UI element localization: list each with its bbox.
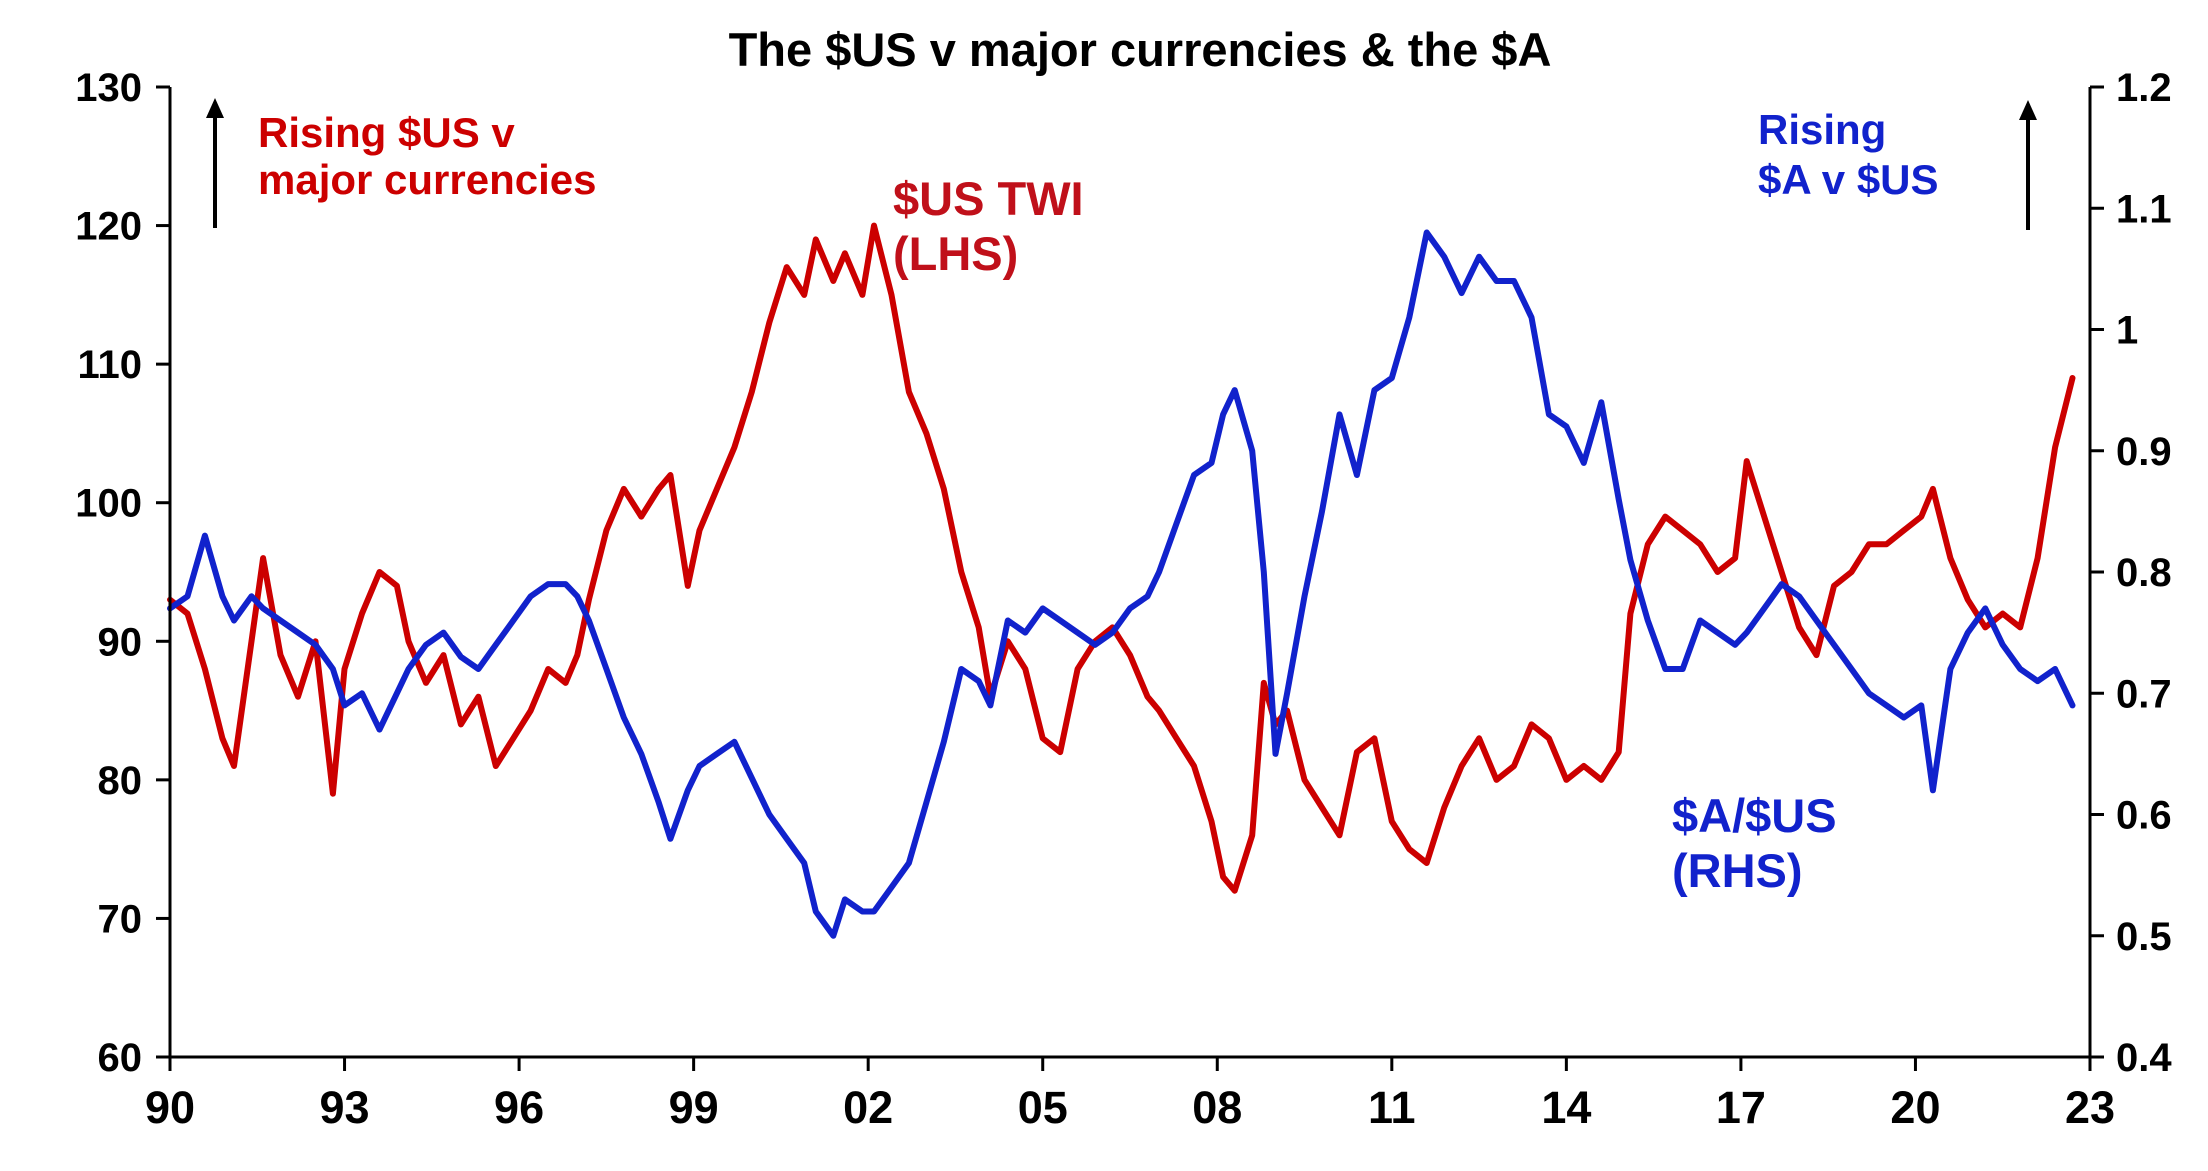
right-tick-label: 1.1 [2116, 187, 2172, 231]
left-tick-label: 90 [98, 620, 143, 664]
x-tick-label: 14 [1541, 1082, 1591, 1133]
left-rising-annotation: Rising $US v major currencies [206, 98, 597, 228]
x-tick-label: 96 [494, 1082, 544, 1133]
x-tick-label: 99 [669, 1082, 719, 1133]
left-arrow-head-icon [206, 98, 224, 118]
x-tick-label: 11 [1368, 1082, 1416, 1133]
left-tick-label: 80 [98, 759, 143, 803]
left-tick-label: 130 [75, 66, 142, 110]
right-arrow-head-icon [2019, 100, 2037, 120]
right-rising-annotation: Rising $A v $US [1758, 100, 2037, 230]
right-tick-label: 0.4 [2116, 1036, 2172, 1080]
right-annotation-line-2: $A v $US [1758, 156, 1939, 203]
twi-series-label-line-2: (LHS) [893, 227, 1018, 280]
left-ticks: 60 70 80 90 100 110 120 130 [75, 66, 170, 1080]
chart-title: The $US v major currencies & the $A [729, 23, 1552, 76]
right-tick-label: 0.7 [2116, 672, 2172, 716]
left-tick-label: 60 [98, 1036, 143, 1080]
plot-lines [167, 222, 2076, 939]
left-annotation-line-1: Rising $US v [258, 109, 515, 156]
x-tick-label: 08 [1192, 1082, 1242, 1133]
left-tick-label: 120 [75, 205, 142, 249]
right-tick-label: 0.5 [2116, 915, 2172, 959]
x-tick-label: 90 [145, 1082, 195, 1133]
aud-series-label-line-1: $A/$US [1672, 789, 1837, 842]
right-tick-label: 1 [2116, 309, 2138, 353]
right-tick-label: 0.8 [2116, 551, 2172, 595]
twi-series-label-line-1: $US TWI [893, 172, 1084, 225]
left-tick-label: 70 [98, 897, 143, 941]
series-line-aud-usd [167, 229, 2076, 939]
right-tick-label: 0.6 [2116, 794, 2172, 838]
aud-series-label-line-2: (RHS) [1672, 844, 1803, 897]
series-line-us-twi [167, 222, 2076, 894]
left-tick-label: 100 [75, 482, 142, 526]
x-tick-label: 17 [1716, 1082, 1766, 1133]
left-annotation-line-2: major currencies [258, 156, 597, 203]
x-tick-label: 02 [843, 1082, 893, 1133]
right-annotation-line-1: Rising [1758, 106, 1886, 153]
right-tick-label: 0.9 [2116, 430, 2172, 474]
x-tick-label: 05 [1018, 1082, 1068, 1133]
right-tick-label: 1.2 [2116, 66, 2172, 110]
x-tick-label: 23 [2065, 1082, 2115, 1133]
x-tick-label: 93 [320, 1082, 370, 1133]
x-ticks: 90 93 96 99 02 05 08 11 14 17 20 23 [145, 1057, 2115, 1133]
left-tick-label: 110 [77, 343, 142, 387]
right-ticks: 0.4 0.5 0.6 0.7 0.8 0.9 1 1.1 1.2 [2090, 66, 2172, 1080]
x-tick-label: 20 [1890, 1082, 1940, 1133]
